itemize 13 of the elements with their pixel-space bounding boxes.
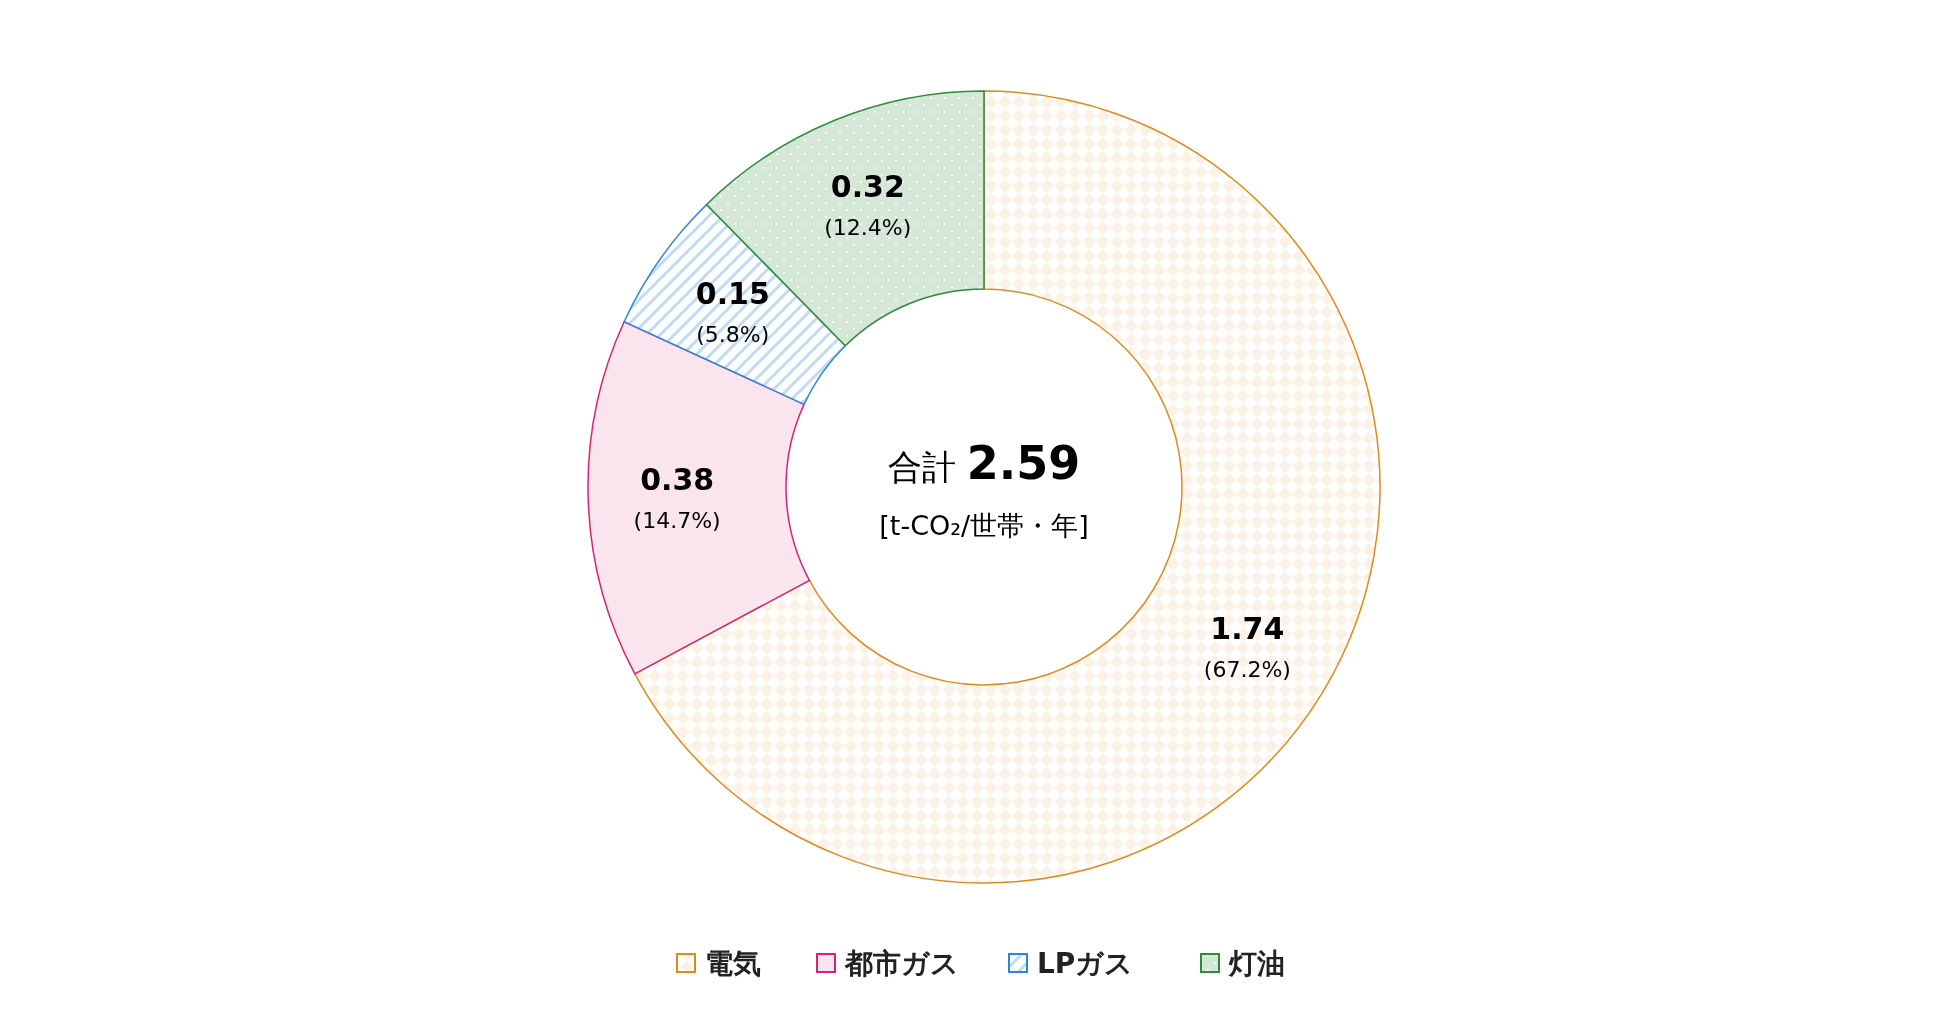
legend-label: 都市ガス <box>844 947 959 980</box>
data-label: 0.38 (14.7%) <box>633 462 721 534</box>
data-label: 1.74 (67.2%) <box>1203 610 1291 682</box>
donut-slice <box>587 320 811 675</box>
text: 2.59 <box>966 436 1081 490</box>
text: [t-CO₂/世帯・年] <box>879 510 1089 541</box>
data-label: 0.15 (5.8%) <box>695 276 770 348</box>
data-label: 0.32 (12.4%) <box>824 168 912 240</box>
legend-label: LPガス <box>1037 947 1134 980</box>
legend-label: 灯油 <box>1228 947 1285 980</box>
donut-slice <box>634 90 1381 884</box>
legend-label: 電気 <box>705 947 761 980</box>
text: 合計 <box>887 447 967 487</box>
